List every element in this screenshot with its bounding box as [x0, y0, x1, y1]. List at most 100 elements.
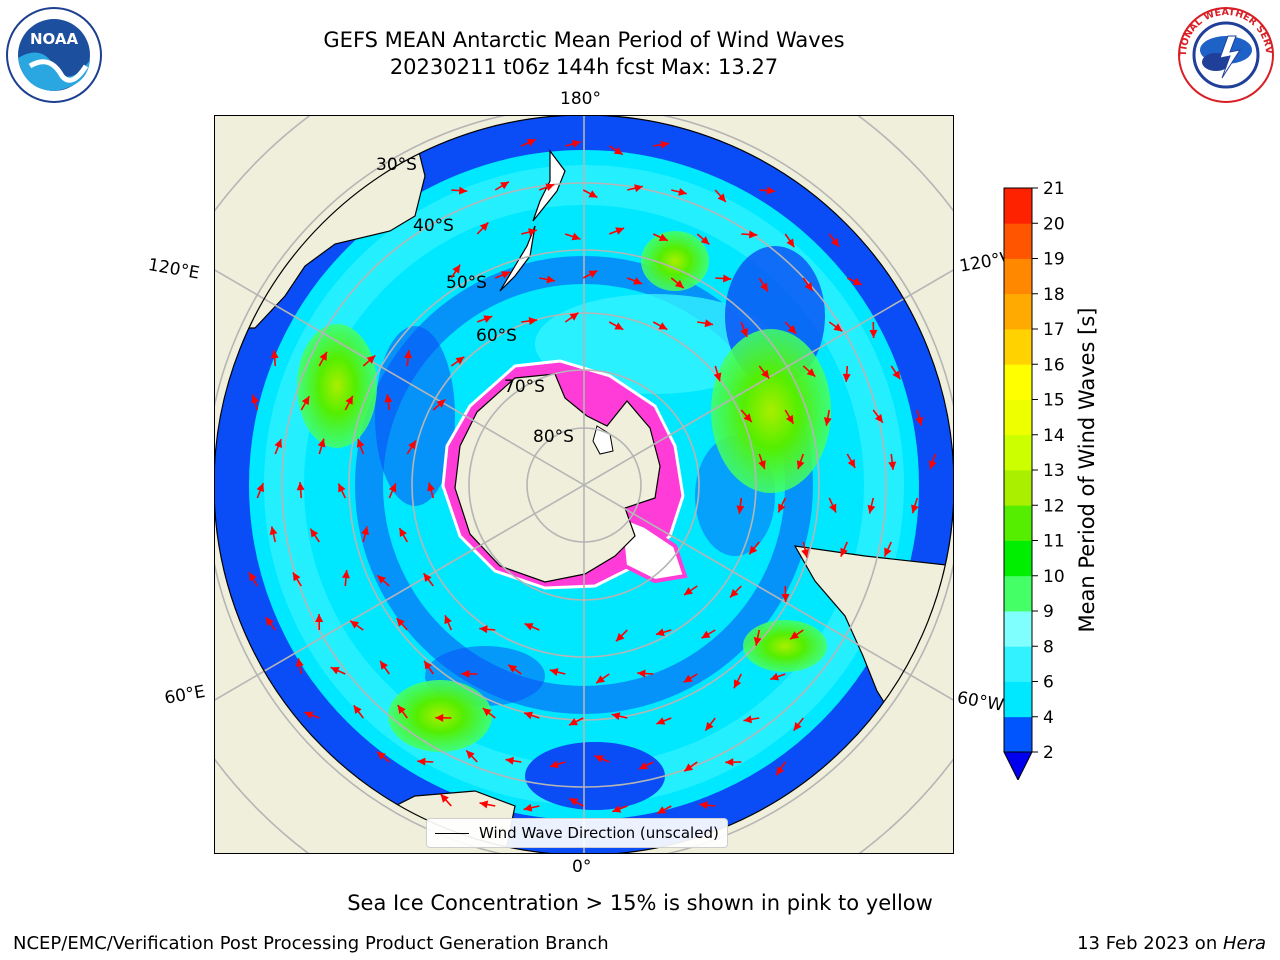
colorbar-tick-label: 8: [1043, 637, 1054, 657]
colorbar-segment: [1004, 470, 1032, 506]
wind-arrow-head: [423, 573, 432, 583]
colorbar-segment: [1004, 540, 1032, 577]
wind-arrow-head: [526, 139, 536, 147]
wind-arrow-head: [265, 617, 274, 626]
wind-arrow-head: [315, 614, 324, 623]
wind-arrow-head: [296, 482, 305, 491]
wind-arrow-head: [915, 416, 924, 426]
wind-arrow-head: [804, 282, 813, 292]
wind-arrow-head: [796, 460, 805, 470]
wind-arrow-head: [350, 620, 360, 629]
wind-arrow-head: [758, 460, 766, 470]
colorbar-tick-label: 20: [1043, 214, 1065, 234]
wind-arrow-head: [384, 394, 393, 403]
wind-arrow-head: [615, 227, 625, 235]
wind-arrow-head: [612, 805, 622, 813]
colorbar-tick-label: 2: [1043, 743, 1054, 763]
colorbar-segment: [1004, 399, 1032, 436]
colorbar-tick-label: 9: [1043, 602, 1054, 622]
wind-arrow-head: [928, 460, 937, 470]
colorbar-segment: [1004, 258, 1032, 295]
wind-arrow-head: [568, 718, 578, 726]
wind-arrow-head: [713, 372, 722, 382]
wind-arrow-head: [366, 355, 376, 364]
wind-arrow-head: [505, 756, 514, 765]
wind-arrow-head: [482, 708, 492, 717]
wind-arrow-head: [440, 794, 449, 803]
wind-arrow-head: [479, 800, 489, 809]
footer-credit: NCEP/EMC/Verification Post Processing Pr…: [13, 933, 609, 954]
colorbar-under-arrow: [1003, 751, 1033, 780]
wind-arrow-head: [436, 399, 446, 408]
colorbar-segment: [1004, 364, 1032, 400]
lat-label-80s: 80°S: [533, 427, 574, 447]
wind-arrow-head: [786, 238, 795, 248]
wind-arrow-head: [852, 277, 862, 285]
wind-arrow-head: [466, 750, 475, 759]
wind-arrow-head: [790, 631, 800, 640]
colorbar-tick-label: 10: [1043, 567, 1065, 587]
wind-arrow-head: [781, 593, 790, 602]
wind-arrow-head: [683, 674, 693, 683]
wind-arrow-head: [528, 317, 538, 325]
wind-arrow-head: [770, 672, 780, 681]
wind-arrow-head: [766, 186, 776, 195]
polar-map: 30°S 40°S 50°S 60°S 70°S 80°S: [214, 115, 954, 854]
wind-arrow-head: [545, 183, 555, 191]
colorbar-segment: [1004, 681, 1032, 718]
wind-arrow-head: [678, 188, 687, 196]
wind-arrow-head: [634, 184, 643, 193]
colorbar-tick-label: 4: [1043, 708, 1054, 728]
wind-arrow-head: [404, 350, 413, 359]
wind-arrow-head: [483, 315, 493, 323]
wind-arrow-head: [749, 545, 758, 555]
wind-arrow-head: [656, 717, 666, 725]
wind-arrow-head: [356, 438, 365, 448]
wind-arrow-head: [637, 669, 646, 678]
wind-arrow-head: [674, 279, 684, 289]
wind-arrow-head: [345, 395, 353, 405]
wind-arrow-head: [743, 715, 753, 724]
colorbar-tick-label: 21: [1043, 180, 1065, 199]
wind-arrow-head: [655, 628, 665, 637]
wind-arrow-head: [396, 618, 405, 627]
wind-arrow-head: [611, 712, 621, 721]
wind-arrow-head: [380, 660, 388, 670]
wind-arrow-head: [330, 667, 340, 675]
wind-arrow-head: [528, 228, 537, 236]
wind-arrow-head: [778, 503, 786, 513]
wind-arrow-head: [717, 193, 726, 203]
wind-arrow-head: [740, 328, 748, 337]
lat-label-50s: 50°S: [446, 273, 487, 293]
map-title: GEFS MEAN Antarctic Mean Period of Wind …: [323, 28, 845, 52]
legend-label: Wind Wave Direction (unscaled): [479, 824, 719, 842]
wind-arrow-head: [274, 439, 282, 449]
wind-arrow-head: [317, 438, 326, 448]
footer-date-text: 13 Feb 2023 on: [1077, 933, 1223, 954]
wind-arrow-head: [867, 504, 876, 514]
map-legend: Wind Wave Direction (unscaled): [426, 818, 728, 848]
wind-arrow-head: [301, 396, 310, 406]
wind-arrow-head: [743, 413, 752, 423]
colorbar-segment: [1004, 434, 1032, 471]
noaa-logo-text: NOAA: [30, 30, 79, 48]
graticule: [215, 116, 953, 853]
wind-arrow-head: [458, 186, 468, 195]
wind-arrow-head: [828, 503, 837, 513]
wind-arrow-head: [304, 711, 314, 719]
wind-arrow-head: [292, 572, 301, 582]
wind-arrow-head: [569, 798, 579, 806]
wind-arrow-head: [785, 414, 794, 424]
wind-arrow-head: [571, 140, 581, 148]
wind-arrow-head: [594, 755, 604, 763]
colorbar-segment: [1004, 716, 1032, 753]
wind-arrow-head: [524, 623, 534, 631]
wind-arrow-head: [571, 232, 581, 241]
wind-arrow-head: [700, 236, 710, 245]
colorbar-segment: [1004, 505, 1032, 541]
wind-arrow-head: [614, 322, 624, 330]
wind-arrow-head: [749, 230, 758, 239]
wind-arrow-head: [596, 675, 605, 684]
latitude-labels: 30°S 40°S 50°S 60°S 70°S 80°S: [376, 155, 574, 447]
wind-arrow-head: [657, 806, 667, 814]
